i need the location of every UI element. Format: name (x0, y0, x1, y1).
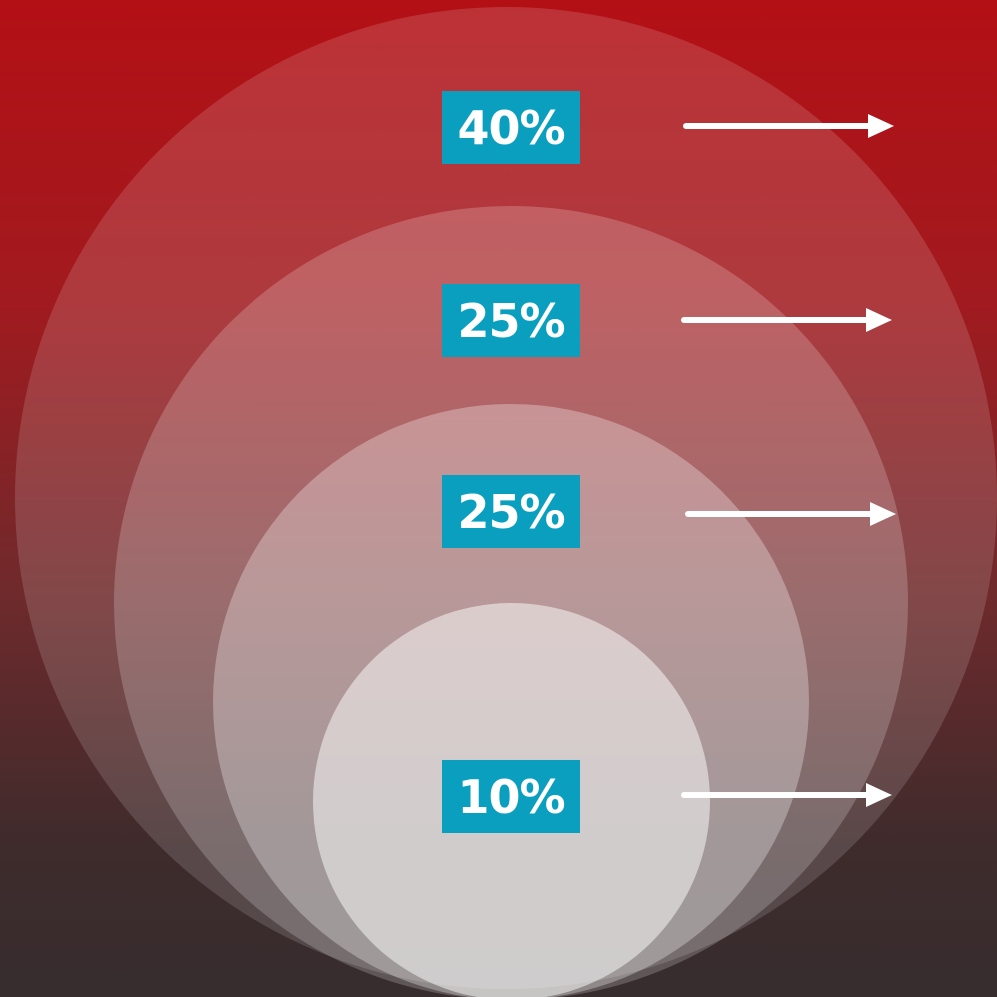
right-arrow-icon (685, 502, 896, 526)
level-3-percent-badge: 25% (442, 475, 580, 548)
right-arrow-icon (683, 114, 894, 138)
right-arrow-icon (681, 783, 892, 807)
right-arrow-icon (681, 308, 892, 332)
level-1-percent-badge: 40% (442, 91, 580, 164)
level-2-percent-badge: 25% (442, 284, 580, 357)
level-4-percent-badge: 10% (442, 760, 580, 833)
